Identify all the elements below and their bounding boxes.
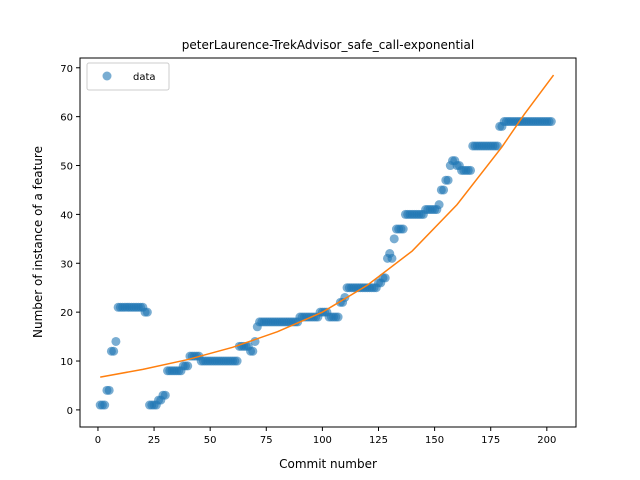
data-point [443,175,453,185]
y-tick-label: 0 [67,406,73,417]
data-point [492,141,502,151]
y-tick-label: 10 [60,357,73,368]
x-axis-title: Commit number [279,457,377,471]
x-tick-label: 50 [204,435,217,446]
data-point [111,336,121,346]
data-point [439,185,449,195]
data-point [387,253,397,263]
x-tick-label: 25 [148,435,161,446]
y-tick-label: 70 [60,64,73,75]
data-point [389,234,399,244]
y-tick-label: 30 [60,259,73,270]
data-point [434,200,444,210]
data-point [104,385,114,395]
y-tick-label: 20 [60,308,73,319]
data-point [100,400,110,410]
data-point [183,361,193,371]
data-point [398,224,408,234]
x-tick-label: 100 [313,435,332,446]
y-tick-label: 40 [60,210,73,221]
data-point [142,307,152,317]
x-tick-label: 200 [537,435,556,446]
x-tick-label: 0 [95,435,101,446]
legend-label-data: data [133,72,156,83]
legend: data [86,62,170,91]
chart-title: peterLaurence-TrekAdvisor_safe_call-expo… [182,38,474,52]
data-series [95,117,556,410]
x-tick-label: 150 [425,435,444,446]
legend-marker-data [102,71,112,81]
data-point [232,356,242,366]
data-point [248,346,258,356]
plot-frame [79,57,577,428]
x-tick-label: 75 [260,435,273,446]
y-tick-label: 50 [60,162,73,173]
data-point [333,312,343,322]
data-point [380,273,390,283]
plot-area: 0 25 50 75 100 125 150 175 200 0 10 20 30 40 50 60 70 [60,57,577,446]
legend-box [86,62,170,91]
data-point [160,390,170,400]
x-tick-label: 175 [481,435,500,446]
y-tick-label: 60 [60,113,73,124]
data-point [109,346,119,356]
data-point [546,117,556,127]
y-axis-title: Number of instance of a feature [31,146,45,338]
data-point [466,165,476,175]
x-tick-label: 125 [369,435,388,446]
fit-line [100,74,555,378]
